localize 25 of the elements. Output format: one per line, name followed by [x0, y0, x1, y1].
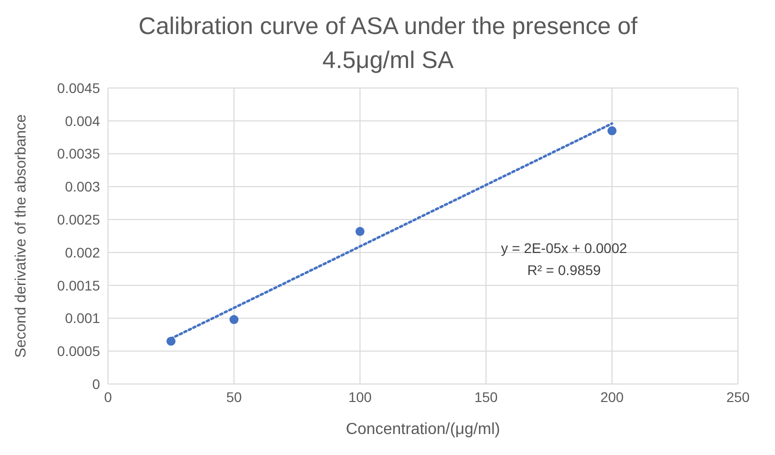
- y-tick-label: 0.002: [64, 244, 100, 260]
- x-tick-label: 200: [600, 388, 624, 405]
- y-tick-label: 0.001: [64, 310, 100, 326]
- annotation: y = 2E-05x + 0.0002: [500, 240, 628, 256]
- chart-title: Calibration curve of ASA under the presence of 4.5μg/ml SA: [138, 12, 638, 76]
- y-tick-label: 0.003: [64, 178, 100, 195]
- point: [355, 226, 365, 236]
- point: [607, 126, 617, 136]
- x-tick-label: 50: [226, 388, 242, 405]
- y-tick-label: 0.0045: [57, 80, 100, 96]
- x-axis-title: Concentration/(μg/ml): [346, 421, 500, 438]
- point: [166, 336, 176, 346]
- y-tick-label: 0.0015: [57, 277, 100, 294]
- y-axis-title: Second derivative of the absorbance: [12, 114, 30, 358]
- annotation: R² = 0.9859: [526, 262, 602, 278]
- x-tick-label: 0: [104, 388, 112, 405]
- x-tick-label: 150: [474, 388, 498, 405]
- y-tick-label: 0.004: [64, 112, 100, 129]
- y-tick-label: 0.0005: [57, 343, 100, 360]
- x-tick-label: 250: [726, 388, 750, 405]
- y-tick-label: 0.0035: [57, 146, 100, 162]
- y-tick-label: 0: [92, 376, 100, 392]
- point: [229, 315, 239, 324]
- x-tick-label: 100: [348, 388, 372, 405]
- y-tick-label: 0.0025: [57, 212, 100, 228]
